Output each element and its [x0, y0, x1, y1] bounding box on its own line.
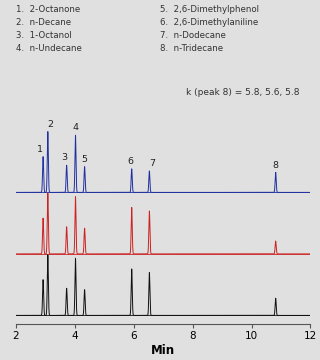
Text: 5: 5: [82, 155, 88, 164]
Text: 1: 1: [36, 145, 43, 154]
X-axis label: Min: Min: [151, 344, 175, 357]
Text: 4: 4: [72, 123, 78, 132]
Text: 2: 2: [47, 120, 53, 129]
Text: 6: 6: [127, 157, 133, 166]
Text: k (peak 8) = 5.8, 5.6, 5.8: k (peak 8) = 5.8, 5.6, 5.8: [186, 88, 299, 97]
Text: 3: 3: [61, 153, 67, 162]
Text: 5.  2,6-Dimethylphenol
6.  2,6-Dimethylaniline
7.  n-Dodecane
8.  n-Tridecane: 5. 2,6-Dimethylphenol 6. 2,6-Dimethylani…: [160, 5, 259, 53]
Text: 1.  2-Octanone
2.  n-Decane
3.  1-Octanol
4.  n-Undecane: 1. 2-Octanone 2. n-Decane 3. 1-Octanol 4…: [16, 5, 82, 53]
Text: 8: 8: [273, 161, 279, 170]
Text: 7: 7: [149, 159, 155, 168]
